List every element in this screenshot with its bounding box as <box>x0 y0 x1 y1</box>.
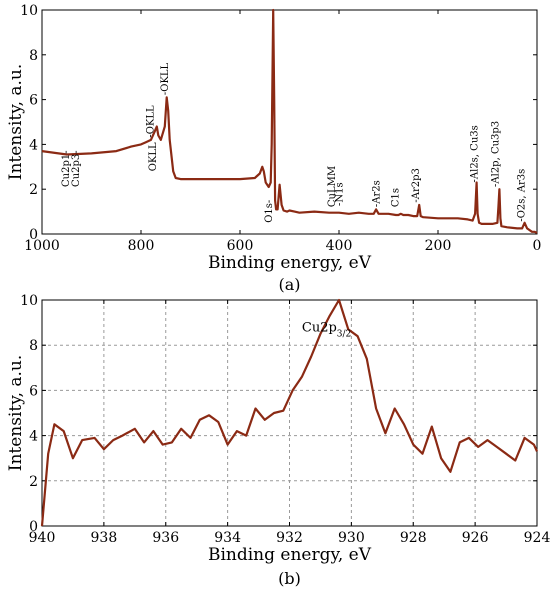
peak-annotation: -Ar2p3 <box>411 168 422 203</box>
panel-a-x-tick-label: 400 <box>326 238 353 254</box>
panel-b-y-tick-label: 6 <box>29 383 38 399</box>
peak-annotation: -O2s, Ar3s <box>517 169 528 222</box>
peak-annotation: -OKLL <box>160 62 171 95</box>
panel-b-y-tick-label: 4 <box>29 429 38 445</box>
panel-b-series-line <box>40 298 539 527</box>
peak-annotation: O1s- <box>264 200 275 223</box>
panel-a-x-tick-label: 1000 <box>24 238 60 254</box>
peak-annotation: -OKLL <box>145 105 156 138</box>
panel-a-y-tick-label: 8 <box>29 48 38 64</box>
peak-annotation: -Al2s, Cu3s <box>470 125 481 182</box>
panel-b-x-tick-label: 928 <box>400 530 427 546</box>
panel-b-y-tick-label: 2 <box>29 474 38 490</box>
panel-b-x-tick-label: 940 <box>29 530 56 546</box>
peak-annotation: -Ar2s <box>372 180 383 207</box>
panel-b-y-tick-label: 10 <box>20 293 38 309</box>
panel-a-label: (a) <box>278 275 300 294</box>
panel-a-y-tick-label: 0 <box>29 227 38 243</box>
panel-b-x-tick-label: 938 <box>91 530 118 546</box>
panel-a-x-tick-label: 800 <box>128 238 155 254</box>
panel-a-plot-frame <box>41 9 538 235</box>
panel-b-x-tick-label: 924 <box>524 530 550 546</box>
panel-b-label: (b) <box>278 569 301 588</box>
panel-a-x-axis-title: Binding energy, eV <box>208 253 372 273</box>
panel-a-x-tick-label: 200 <box>425 238 452 254</box>
panel-a-x-tick-label: 0 <box>533 238 542 254</box>
panel-b-x-tick-label: 926 <box>462 530 489 546</box>
panel-a-series-line <box>41 8 538 234</box>
panel-b-y-tick-label: 0 <box>29 519 38 535</box>
panel-b-y-tick-label: 8 <box>29 338 38 354</box>
peak-annotation: Cu2p1- <box>61 150 72 187</box>
peak-annotation: C1s <box>390 188 401 207</box>
panel-b-x-tick-label: 934 <box>214 530 241 546</box>
peak-annotation: Cu2p3- <box>71 150 82 187</box>
peak-annotation: -N1s <box>334 182 345 206</box>
panel-a-y-tick-label: 10 <box>20 3 38 19</box>
peak-annotation: Cu2p3/2 <box>302 321 351 340</box>
panel-b-y-axis-title: Intensity, a.u. <box>6 355 26 472</box>
peak-annotation: OKLL <box>148 142 159 171</box>
peak-annotation: -Al2p, Cu3p3 <box>490 121 501 187</box>
panel-a-y-tick-label: 6 <box>29 93 38 109</box>
panel-a-y-axis-title: Intensity, a.u. <box>6 64 26 181</box>
panel-a-y-tick-label: 4 <box>29 137 38 153</box>
panel-a-y-tick-label: 2 <box>29 182 38 198</box>
panel-b-x-tick-label: 932 <box>276 530 303 546</box>
panel-b-x-tick-label: 936 <box>152 530 179 546</box>
panel-b-x-axis-title: Binding energy, eV <box>208 545 372 565</box>
panel-b-x-tick-label: 930 <box>338 530 365 546</box>
panel-a-x-tick-label: 600 <box>227 238 254 254</box>
peak-annotation: CuLMM <box>327 166 338 207</box>
